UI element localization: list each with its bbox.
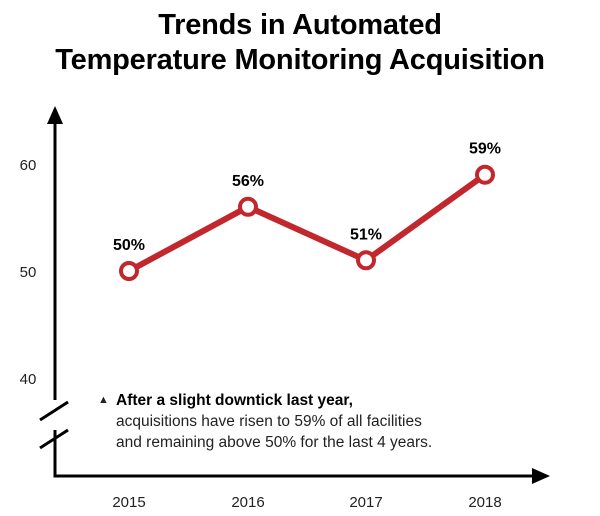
y-axis-arrow	[47, 106, 63, 124]
y-tick-labels: 40 50 60	[20, 157, 37, 388]
triangle-icon: ▲	[98, 394, 109, 406]
x-tick-label: 2017	[349, 494, 382, 511]
data-label: 59%	[469, 141, 501, 158]
data-point	[356, 250, 376, 271]
axes	[39, 106, 550, 484]
x-tick-labels: 2015 2016 2017 2018	[112, 494, 501, 511]
chart-title-line-2: Temperature Monitoring Acquisition	[55, 44, 545, 76]
data-label: 51%	[350, 226, 382, 243]
data-point	[475, 164, 495, 185]
x-axis-arrow	[532, 468, 550, 484]
data-point	[119, 261, 139, 281]
axis-break-mark-lower	[39, 428, 69, 450]
annotation-bold: After a slight downtick last year,	[116, 392, 353, 409]
data-labels: 50% 56% 51% 59%	[113, 141, 501, 254]
series-line	[119, 164, 495, 281]
y-tick-label: 50	[20, 264, 37, 281]
annotation-text: After a slight downtick last year, acqui…	[116, 390, 438, 453]
y-tick-label: 40	[20, 371, 37, 388]
chart-title-line-1: Trends in Automated	[158, 9, 442, 41]
x-tick-label: 2015	[112, 494, 145, 511]
x-tick-label: 2016	[231, 494, 264, 511]
data-label: 56%	[232, 173, 264, 190]
data-label: 50%	[113, 237, 145, 254]
series-line-path	[126, 171, 488, 274]
chart-title: Trends in Automated Temperature Monitori…	[0, 8, 600, 78]
y-tick-label: 60	[20, 157, 37, 174]
annotation: ▲ After a slight downtick last year, acq…	[98, 390, 438, 453]
annotation-rest: acquisitions have risen to 59% of all fa…	[116, 413, 433, 451]
axis-break-mark-upper	[39, 400, 69, 422]
x-tick-label: 2018	[468, 494, 501, 511]
data-point	[238, 196, 258, 217]
